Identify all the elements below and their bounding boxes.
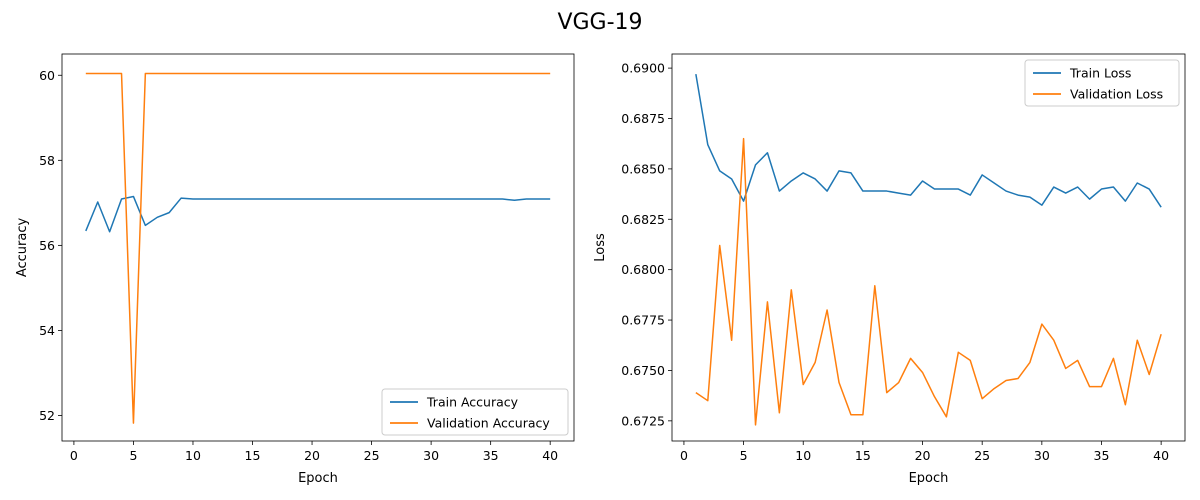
x-tick-label: 5 <box>740 448 748 463</box>
x-tick-label: 10 <box>795 448 811 463</box>
series-line-train-loss <box>695 74 1162 208</box>
x-tick-label: 35 <box>483 448 499 463</box>
y-axis-label: Loss <box>593 233 608 262</box>
y-tick-label: 0.6825 <box>621 212 665 227</box>
x-tick-label: 0 <box>70 448 78 463</box>
y-tick-label: 0.6775 <box>621 313 665 328</box>
x-tick-label: 0 <box>680 448 688 463</box>
y-tick-label: 58 <box>39 153 55 168</box>
y-tick-label: 52 <box>39 408 55 423</box>
x-axis-label: Epoch <box>909 471 949 486</box>
legend-label: Train Accuracy <box>426 395 519 410</box>
x-tick-label: 10 <box>185 448 201 463</box>
y-tick-label: 0.6725 <box>621 413 665 428</box>
legend-label: Train Loss <box>1069 66 1131 81</box>
legend-label: Validation Accuracy <box>427 416 550 431</box>
legend-label: Validation Loss <box>1070 87 1163 102</box>
y-tick-label: 54 <box>39 323 55 338</box>
plot-frame <box>61 53 575 442</box>
x-tick-label: 35 <box>1094 448 1110 463</box>
legend: Train Loss Validation Loss <box>1024 59 1180 107</box>
x-tick-label: 15 <box>855 448 871 463</box>
y-tick-label: 0.6800 <box>621 262 665 277</box>
x-tick-label: 5 <box>129 448 137 463</box>
x-tick-label: 20 <box>915 448 931 463</box>
x-tick-label: 25 <box>364 448 380 463</box>
x-tick-label: 20 <box>304 448 320 463</box>
x-tick-label: 25 <box>974 448 990 463</box>
plot-frame <box>671 53 1186 442</box>
series-line-train-accuracy <box>85 195 551 233</box>
x-tick-label: 15 <box>245 448 261 463</box>
x-tick-label: 30 <box>1034 448 1050 463</box>
legend-box <box>381 388 569 436</box>
x-tick-label: 30 <box>423 448 439 463</box>
figure-title: VGG-19 <box>557 10 642 35</box>
x-tick-label: 40 <box>1153 448 1169 463</box>
series-line-validation-accuracy <box>85 72 551 424</box>
legend: Train Accuracy Validation Accuracy <box>381 388 569 436</box>
y-tick-label: 56 <box>39 238 55 253</box>
y-tick-label: 0.6850 <box>621 161 665 176</box>
legend-box <box>1024 59 1180 107</box>
y-tick-label: 0.6900 <box>621 61 665 76</box>
loss-chart: 0 5 10 15 20 25 30 35 40 0.6725 0.6750 0.6775 0.6800… <box>593 53 1186 486</box>
accuracy-chart: 0 5 10 15 20 25 30 35 40 52 54 56 58 60 Epoch Accuracy T… <box>15 53 575 486</box>
x-axis-label: Epoch <box>298 471 338 486</box>
y-tick-label: 0.6750 <box>621 363 665 378</box>
y-axis-label: Accuracy <box>15 218 30 278</box>
y-tick-label: 0.6875 <box>621 111 665 126</box>
y-tick-label: 60 <box>39 68 55 83</box>
series-line-validation-loss <box>695 137 1162 426</box>
x-tick-label: 40 <box>542 448 558 463</box>
